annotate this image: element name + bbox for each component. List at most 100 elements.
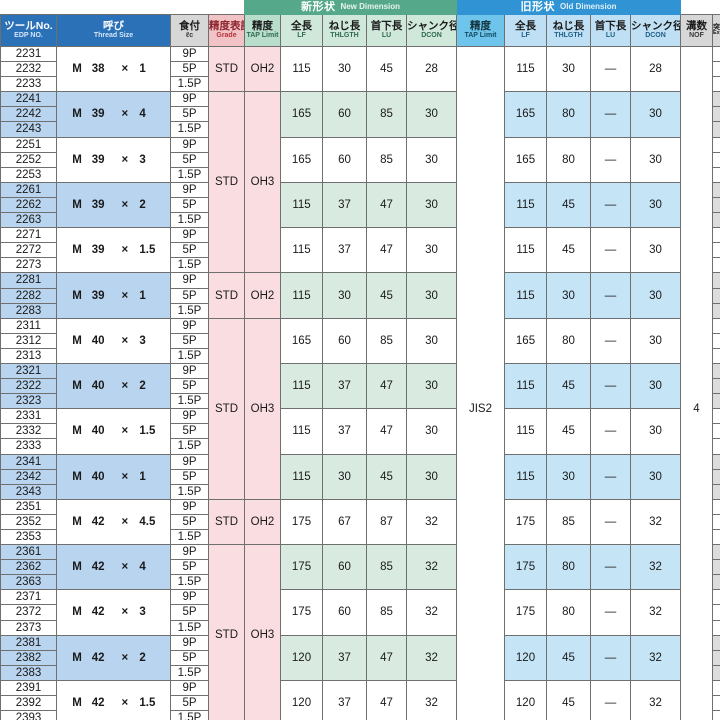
cell-chamfer: 9P xyxy=(170,181,209,198)
cell-external-center: — xyxy=(712,528,720,546)
cell-external-center: — xyxy=(712,634,720,651)
cell-chamfer: 1.5P xyxy=(170,347,209,364)
cell-new-lf: 115 xyxy=(280,362,323,410)
cell-edp-no: 2281 xyxy=(0,272,57,289)
cell-chamfer: 5P xyxy=(170,604,209,621)
cell-old-lu: — xyxy=(590,498,631,546)
cell-external-center: — xyxy=(712,362,720,380)
cell-thread-size: M 39 × 2 xyxy=(56,181,171,229)
cell-external-center: — xyxy=(712,242,720,259)
cell-old-thlgth: 30 xyxy=(546,272,591,319)
cell-old-dcon: 32 xyxy=(630,589,681,636)
col-header-new-lf: 全長 LF xyxy=(280,14,323,47)
cell-edp-no: 2312 xyxy=(0,332,57,349)
cell-external-center: — xyxy=(712,166,720,183)
table-row: 2353 1.5P — xyxy=(0,528,720,546)
col-header-new-lu-jp: 首下長 xyxy=(370,19,403,32)
cell-thread-size: M 40 × 1.5 xyxy=(56,408,171,455)
thread-diameter: 40 xyxy=(91,425,105,438)
thread-diameter: 42 xyxy=(91,651,105,664)
cell-new-thlgth: 37 xyxy=(322,408,367,455)
thread-diameter: 40 xyxy=(91,334,105,347)
col-header-old-thlgth: ねじ長 THLGTH xyxy=(546,14,591,47)
cell-new-lf: 175 xyxy=(280,498,323,546)
cell-chamfer: 9P xyxy=(170,498,209,515)
cell-grade: STD xyxy=(208,498,245,546)
cell-new-dcon: 32 xyxy=(406,634,457,681)
cell-new-dcon: 30 xyxy=(406,317,457,364)
cell-chamfer: 5P xyxy=(170,287,209,304)
cell-chamfer: 1.5P xyxy=(170,393,209,410)
cell-external-center: — xyxy=(712,61,720,78)
cell-old-lu: — xyxy=(590,408,631,455)
cell-old-lu: — xyxy=(590,136,631,183)
col-header-old-dcon: シャンク径 DCON xyxy=(630,14,681,47)
table-row: 2312 5P — xyxy=(0,332,720,349)
cell-edp-no: 2341 xyxy=(0,453,57,470)
cell-new-thlgth: 37 xyxy=(322,181,367,229)
cell-external-center: — xyxy=(712,679,720,697)
cell-new-tap-limit: OH2 xyxy=(244,272,281,319)
col-header-old-lu-jp: 首下長 xyxy=(594,19,627,32)
col-header-new-thlgth: ねじ長 THLGTH xyxy=(322,14,367,47)
cell-new-lu: 85 xyxy=(366,317,407,364)
cell-external-center: — xyxy=(712,287,720,304)
cell-external-center: — xyxy=(712,76,720,93)
thread-prefix: M xyxy=(72,425,82,438)
col-header-grade-en: Grade xyxy=(216,32,237,40)
cell-edp-no: 2252 xyxy=(0,151,57,168)
table-row: 2283 1.5P — xyxy=(0,302,720,319)
col-header-old-thlgth-en: THLGTH xyxy=(554,32,583,40)
col-header-new-dcon: シャンク径 DCON xyxy=(406,14,457,47)
cell-external-center: — xyxy=(712,710,720,720)
cell-external-center: — xyxy=(712,196,720,214)
cell-chamfer: 9P xyxy=(170,272,209,289)
cell-external-center: — xyxy=(712,121,720,138)
cell-external-center: — xyxy=(712,212,720,229)
thread-prefix: M xyxy=(72,153,82,166)
cell-old-thlgth: 45 xyxy=(546,679,591,720)
cell-old-lf: 175 xyxy=(504,589,547,636)
cell-chamfer: 9P xyxy=(170,453,209,470)
cell-old-lu: — xyxy=(590,227,631,274)
cell-old-dcon: 30 xyxy=(630,362,681,410)
cell-chamfer: 1.5P xyxy=(170,166,209,183)
cell-edp-no: 2393 xyxy=(0,710,57,720)
col-header-new-thlgth-jp: ねじ長 xyxy=(328,19,361,32)
cell-new-dcon: 30 xyxy=(406,136,457,183)
cell-new-thlgth: 60 xyxy=(322,317,367,364)
thread-prefix: M xyxy=(72,108,82,121)
cell-old-thlgth: 30 xyxy=(546,453,591,500)
table-row: 2343 1.5P — xyxy=(0,483,720,500)
cell-old-lf: 165 xyxy=(504,91,547,138)
cell-chamfer: 1.5P xyxy=(170,710,209,720)
cell-chamfer: 9P xyxy=(170,634,209,651)
cell-chamfer: 1.5P xyxy=(170,664,209,681)
table-row: 2352 5P — xyxy=(0,513,720,531)
cell-chamfer: 9P xyxy=(170,136,209,153)
col-header-edp-no-en: EDP NO. xyxy=(14,32,43,40)
col-header-edp-no-jp: ツールNo. xyxy=(4,19,53,32)
thread-prefix: M xyxy=(72,244,82,257)
cell-old-thlgth: 45 xyxy=(546,408,591,455)
cell-old-lf: 115 xyxy=(504,45,547,93)
cell-old-lf: 165 xyxy=(504,136,547,183)
cell-chamfer: 9P xyxy=(170,362,209,380)
cell-edp-no: 2251 xyxy=(0,136,57,153)
cell-thread-size: M 42 × 4.5 xyxy=(56,498,171,546)
cell-edp-no: 2272 xyxy=(0,242,57,259)
table-row: 2313 1.5P — xyxy=(0,347,720,364)
col-header-nof-en: NOF xyxy=(689,32,704,40)
cell-old-dcon: 32 xyxy=(630,498,681,546)
cell-new-lu: 85 xyxy=(366,91,407,138)
cell-old-lu: — xyxy=(590,679,631,720)
table-row: 2243 1.5P — xyxy=(0,121,720,138)
cell-new-dcon: 30 xyxy=(406,408,457,455)
cell-new-dcon: 32 xyxy=(406,589,457,636)
cell-old-lu: — xyxy=(590,453,631,500)
cell-thread-size: M 40 × 2 xyxy=(56,362,171,410)
cell-old-lf: 115 xyxy=(504,181,547,229)
cell-chamfer: 5P xyxy=(170,695,209,712)
